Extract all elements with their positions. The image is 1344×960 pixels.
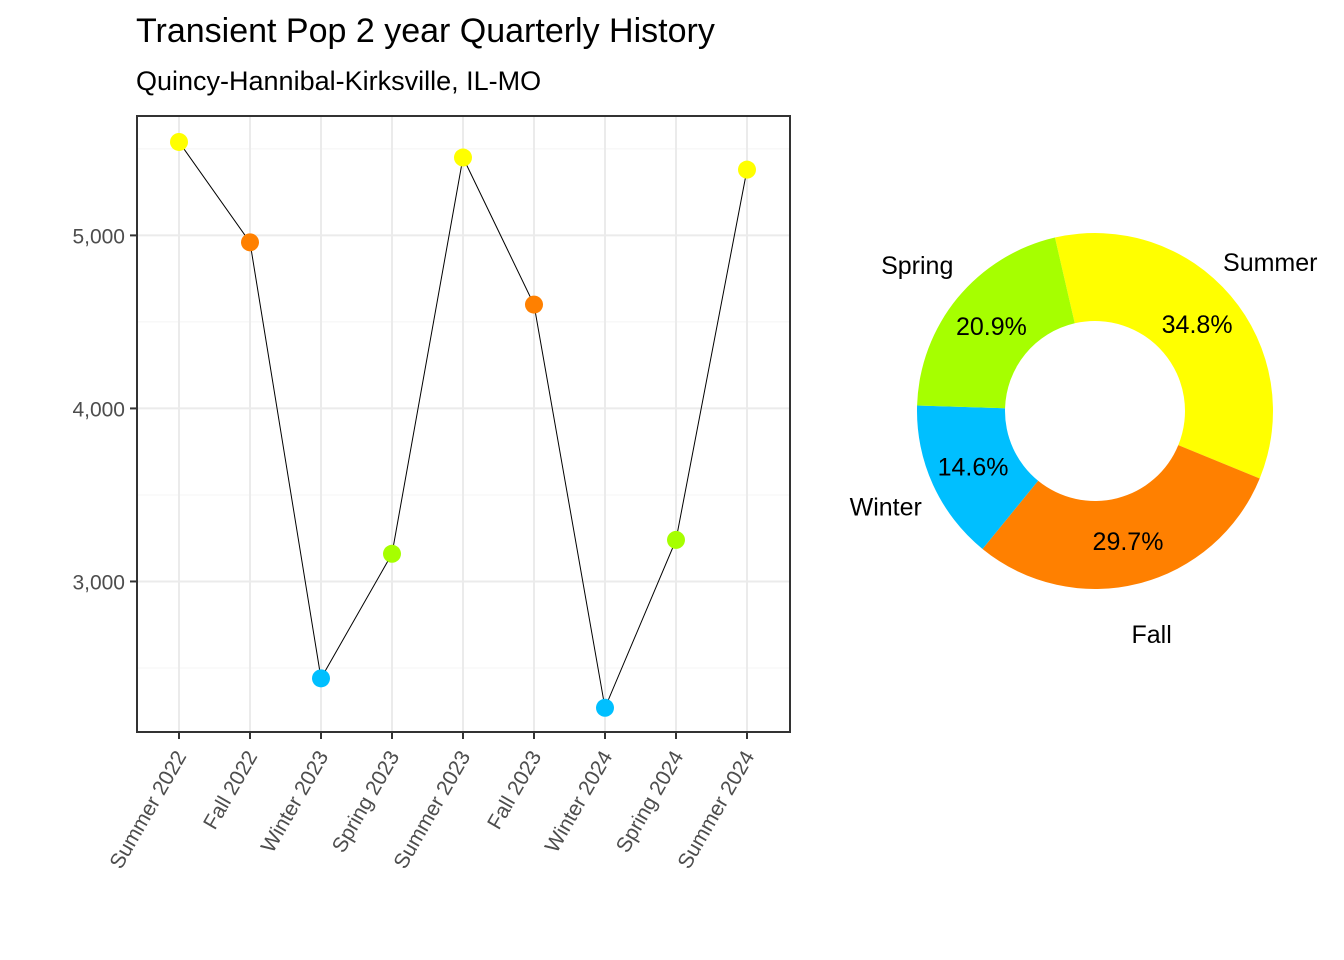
donut-slice [982,445,1260,589]
y-tick-label: 5,000 [72,225,125,248]
slice-name-labels: Summer Fall Winter Spring [850,249,1318,649]
x-tick-label: Fall 2023 [483,747,546,833]
data-point [383,544,401,563]
donut-slice [917,237,1075,409]
slice-name-label: Winter [850,493,922,521]
grid-lines [137,116,790,732]
y-axis: 3,000 4,000 5,000 [72,225,137,594]
donut-slice [916,405,1039,549]
data-point [525,295,543,314]
y-tick-label: 3,000 [72,571,125,594]
slice-percent-label: 29.7% [1093,528,1164,556]
slice-percent-label: 34.8% [1162,311,1233,339]
x-tick-label: Summer 2022 [105,747,191,873]
chart-subtitle: Quincy-Hannibal-Kirksville, IL-MO [136,66,542,96]
slice-name-label: Summer [1223,249,1317,277]
data-point [241,233,259,252]
x-tick-label: Summer 2023 [389,747,475,873]
y-tick-label: 4,000 [72,398,125,421]
x-tick-label: Spring 2023 [328,747,405,857]
chart-title: Transient Pop 2 year Quarterly History [136,12,715,50]
data-point [312,669,330,688]
data-point [170,132,188,151]
slice-percent-label: 14.6% [938,454,1009,482]
slice-percent-labels: 34.8% 29.7% 14.6% 20.9% [938,311,1233,556]
data-point [454,148,472,167]
data-point [738,160,756,179]
x-tick-label: Winter 2023 [257,747,334,857]
x-tick-label: Spring 2024 [612,747,689,857]
x-tick-label: Fall 2022 [199,747,262,833]
slice-name-label: Fall [1132,621,1172,649]
donut-slices [916,232,1274,589]
data-point [596,698,614,717]
data-point [667,530,685,549]
data-points [170,132,756,717]
donut-chart: 34.8% 29.7% 14.6% 20.9% Summer Fall Winter Spr… [850,232,1318,649]
slice-name-label: Spring [881,252,953,280]
x-tick-label: Summer 2024 [673,747,759,873]
slice-percent-label: 20.9% [956,313,1027,341]
donut-slice [1054,232,1274,479]
x-tick-label: Winter 2024 [541,747,618,857]
